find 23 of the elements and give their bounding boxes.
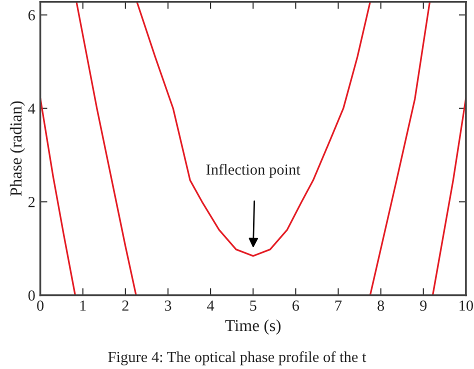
line-series <box>76 2 137 296</box>
x-tick-label: 5 <box>250 300 256 311</box>
y-tick-label: 2 <box>28 196 35 208</box>
x-tick-label: 10 <box>460 300 473 311</box>
x-tick-label: 2 <box>122 300 128 311</box>
x-tick-label: 3 <box>164 300 172 311</box>
line-series <box>40 97 76 296</box>
annotation: Inflection point <box>206 164 300 178</box>
line-series <box>136 2 372 257</box>
caption: Figure 4: The optical phase profile of the t <box>108 351 366 366</box>
x-tick-label: 8 <box>378 300 384 311</box>
line-series <box>369 2 431 296</box>
y-tick-label: 6 <box>28 10 35 20</box>
y-axis-title: Phase (radian) <box>10 101 26 196</box>
y-tick-label: 4 <box>28 104 36 114</box>
x-tick-label: 7 <box>335 300 342 311</box>
x-tick-label: 1 <box>80 300 86 311</box>
x-tick-label: 6 <box>292 300 300 311</box>
y-tick-label: 0 <box>28 290 35 301</box>
x-axis-title: Time (s) <box>225 319 281 335</box>
x-tick-label: 0 <box>37 300 44 311</box>
x-tick-label: 9 <box>420 300 427 311</box>
x-tick-label: 4 <box>207 300 214 311</box>
